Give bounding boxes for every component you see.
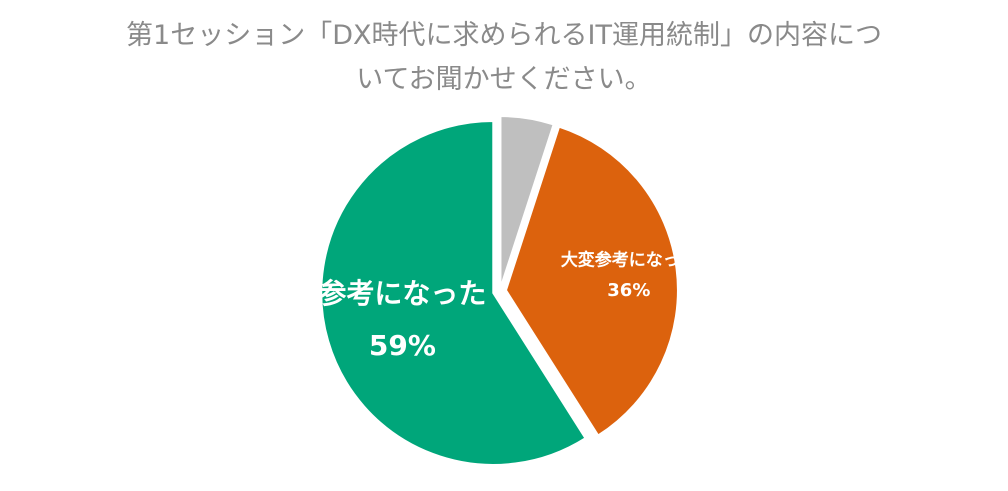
- pie-slices: [320, 115, 679, 466]
- chart-title-line-1: 第1セッション「DX時代に求められるIT運用統制」の内容につ: [126, 20, 882, 51]
- pie-slice-2: [320, 119, 587, 466]
- pie-slice-1: [504, 125, 679, 437]
- pie-labels: 大変参考になった 36% 参考になった 59%: [318, 250, 696, 362]
- pie-slice-0: [499, 115, 555, 289]
- chart-title: 第1セッション「DX時代に求められるIT運用統制」の内容につ いてお聞かせくださ…: [0, 14, 1008, 102]
- slice-value-1: 36%: [607, 280, 650, 301]
- slice-label-1: 大変参考になった: [561, 250, 697, 271]
- slice-label-2: 参考になった: [318, 277, 486, 310]
- chart-title-line-2: いてお聞かせください。: [356, 64, 652, 95]
- slice-value-2: 59%: [369, 329, 436, 362]
